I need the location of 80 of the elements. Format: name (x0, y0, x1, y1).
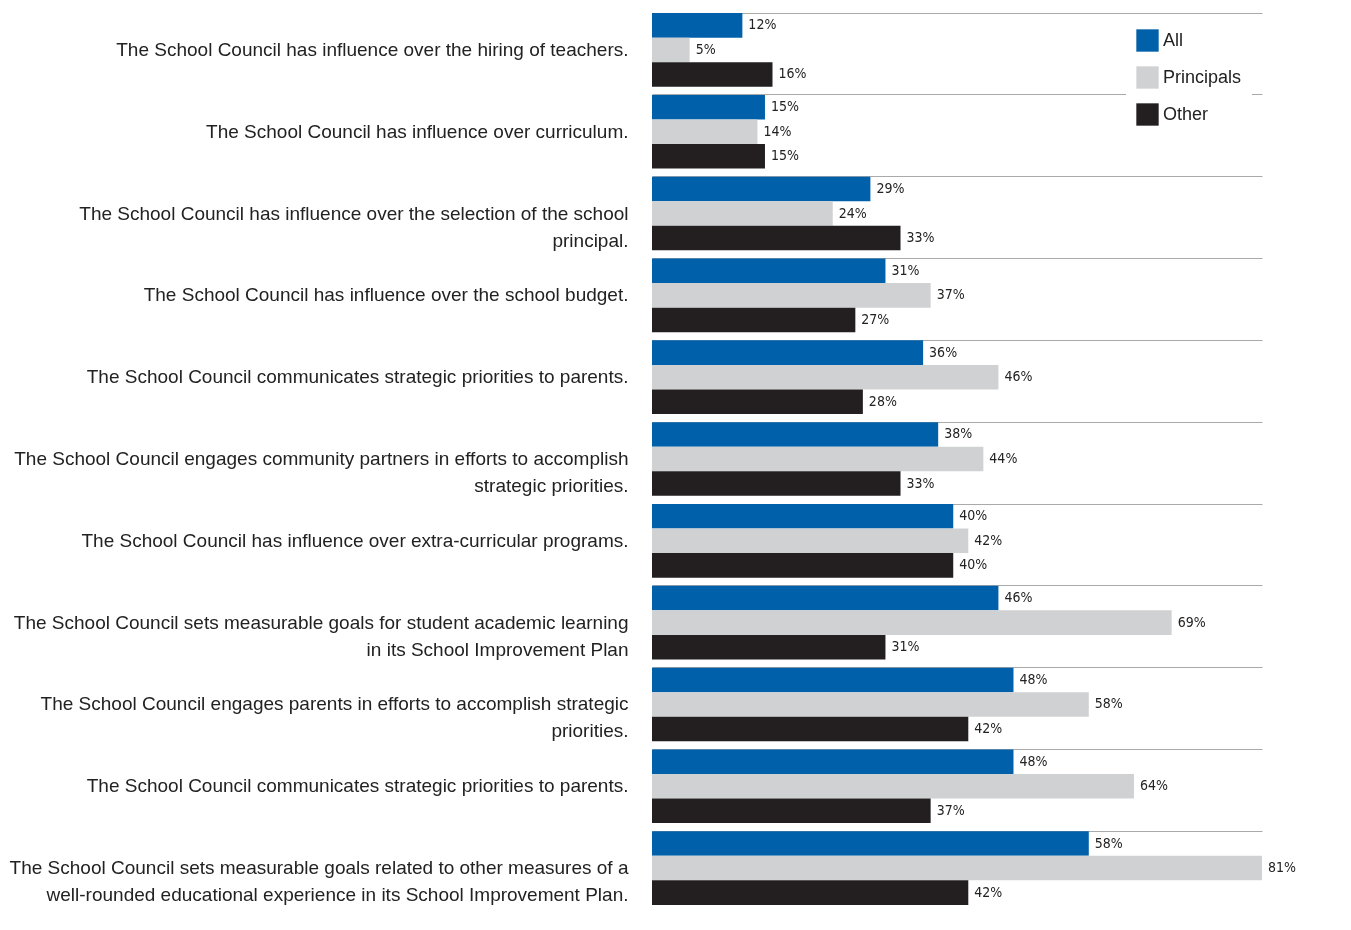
data-label: 58% (1094, 695, 1123, 712)
y-tick-label: The School Council engages community partners in efforts to accomplish strategic priorities. (14, 448, 629, 496)
bar (652, 528, 969, 554)
bar (652, 716, 969, 742)
y-tick-label: The School Council sets measurable goals related to other measures of a well-rounded educational experience in its School Improvement Plan. (9, 857, 629, 906)
data-label: 58% (1094, 834, 1123, 851)
bar (652, 610, 1172, 635)
data-label: 37% (936, 801, 965, 818)
bar (652, 258, 886, 284)
bar (652, 634, 886, 660)
data-label: 14% (763, 122, 792, 139)
data-label: 29% (876, 180, 905, 196)
bar (652, 774, 1134, 799)
data-label: 24% (838, 204, 867, 221)
data-label: 31% (891, 638, 920, 655)
data-label: 38% (944, 425, 973, 442)
data-label: 12% (748, 16, 777, 33)
data-label: 16% (778, 65, 807, 82)
bar (652, 144, 765, 169)
y-tick-label: The School Council has influence over curriculum. (206, 120, 629, 142)
legend-label: All (1163, 29, 1184, 50)
bar (652, 364, 999, 390)
data-label: 40% (959, 507, 988, 524)
bar (652, 471, 901, 496)
data-label: 33% (906, 474, 935, 491)
y-tick-label: The School Council communicates strategic priorities to parents. (86, 775, 629, 797)
data-label: 81% (1268, 859, 1297, 876)
data-label: 69% (1177, 613, 1206, 630)
data-label: 36% (929, 343, 958, 360)
y-tick-label: The School Council sets measurable goals for student academic learning in its School Improvement Plan (13, 611, 629, 660)
data-label: 42% (974, 720, 1003, 736)
y-tick-label: The School Council communicates strategic priorities to parents. (86, 366, 629, 388)
y-tick-label: The School Council has influence over the school budget. (143, 284, 629, 306)
bar (652, 307, 856, 333)
data-label: 46% (1004, 589, 1033, 606)
bar (652, 37, 690, 63)
data-label: 64% (1139, 777, 1168, 794)
y-tick-label: The School Council engages parents in efforts to accomplish strategic priorities. (40, 693, 629, 742)
data-label: 28% (868, 392, 897, 409)
bar (652, 283, 931, 308)
bar (652, 201, 833, 226)
y-tick-label: The School Council has influence over extra-curricular programs. (81, 529, 629, 551)
data-label: 15% (770, 147, 799, 164)
data-label: 27% (861, 310, 890, 327)
bar (652, 880, 969, 905)
data-label: 42% (974, 883, 1003, 900)
bar (652, 13, 743, 38)
data-label: 5% (695, 40, 716, 57)
bar (652, 504, 954, 529)
data-label: 31% (891, 261, 920, 278)
bar (652, 831, 1089, 856)
bar (652, 446, 984, 472)
data-label: 37% (936, 286, 965, 303)
legend-label: Principals (1163, 66, 1242, 87)
bar (652, 94, 765, 120)
data-label: 48% (1019, 670, 1048, 687)
bar (652, 692, 1089, 717)
bar (652, 667, 1014, 693)
bar (652, 62, 773, 87)
bar (652, 749, 1014, 774)
bar (652, 340, 924, 365)
bar (652, 553, 954, 578)
y-tick-label: The School Council has influence over the selection of the school principal. (79, 202, 629, 251)
y-tick-label: The School Council has influence over the hiring of teachers. (116, 38, 629, 60)
bar (652, 585, 999, 611)
legend-label: Other (1163, 103, 1209, 124)
bar (652, 389, 863, 414)
bar (652, 798, 931, 824)
data-label: 46% (1004, 368, 1033, 385)
bar (652, 176, 871, 202)
data-label: 48% (1019, 752, 1048, 769)
data-label: 40% (959, 556, 988, 573)
data-label: 15% (770, 98, 799, 115)
bar (652, 119, 758, 144)
bar (652, 225, 901, 251)
bar (652, 422, 939, 447)
data-label: 44% (989, 450, 1018, 466)
data-label: 42% (974, 531, 1003, 548)
data-label: 33% (906, 229, 935, 246)
bar (652, 855, 1262, 881)
